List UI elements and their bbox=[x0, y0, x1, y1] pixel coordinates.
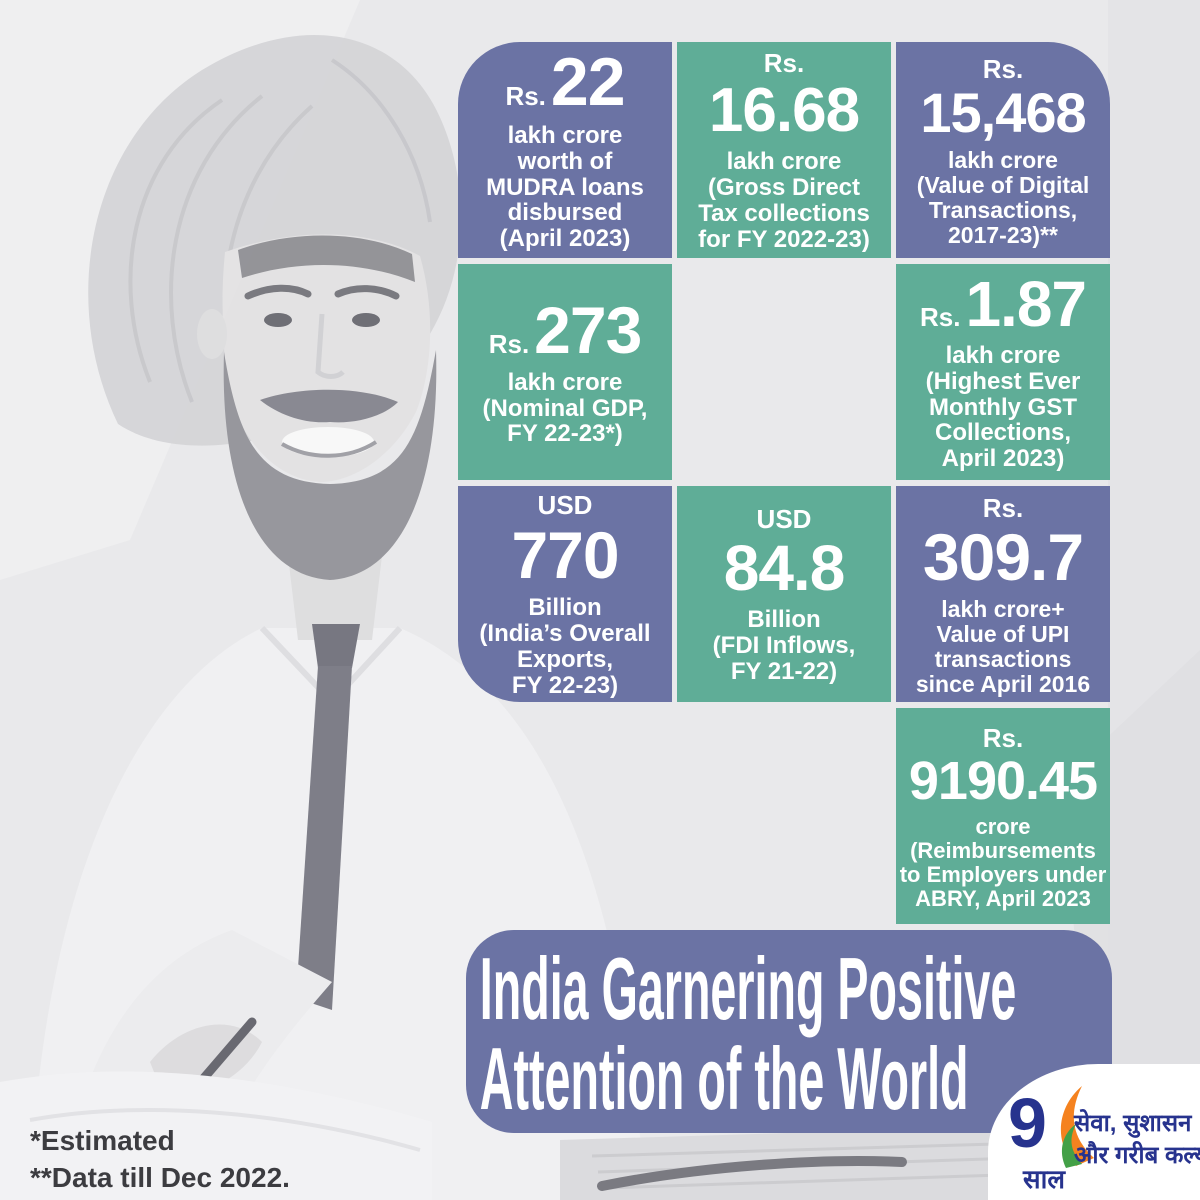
stat-value: 16.68 bbox=[708, 75, 860, 145]
currency-prefix: USD bbox=[537, 490, 593, 521]
stat-tile-gst-collections: Rs. 1.87 lakh crore (Highest Ever Monthly… bbox=[896, 264, 1110, 480]
logo-panel: 9 साल सेवा, सुशासन और गरीब कल्याण bbox=[988, 1064, 1200, 1200]
stat-description: lakh crore (Highest Ever Monthly GST Col… bbox=[925, 341, 1081, 473]
stat-value: Rs. 1.87 bbox=[919, 267, 1087, 340]
stat-tile-upi-transactions: Rs. 309.7 lakh crore+ Value of UPI trans… bbox=[896, 486, 1110, 702]
stat-value: 84.8 bbox=[723, 531, 846, 604]
currency-prefix: USD bbox=[756, 504, 812, 535]
stat-tile-direct-tax: Rs. 16.68 lakh crore (Gross Direct Tax c… bbox=[677, 42, 891, 258]
currency-prefix: Rs. bbox=[919, 301, 961, 332]
currency-prefix: Rs. bbox=[505, 80, 546, 111]
headline-line-2: Attention of the World bbox=[479, 1029, 969, 1128]
logo-flame-icon bbox=[1060, 1086, 1094, 1168]
stat-description: lakh crore (Gross Direct Tax collections… bbox=[698, 147, 870, 253]
stat-description: Billion (FDI Inflows, FY 21-22) bbox=[712, 605, 856, 685]
logo-saal-label: साल bbox=[1023, 1164, 1065, 1194]
stat-tile-abry-reimbursements: Rs. 9190.45 crore (Reimbursements to Emp… bbox=[896, 708, 1110, 924]
stat-tile-nominal-gdp: Rs. 273 lakh crore (Nominal GDP, FY 22-23… bbox=[458, 264, 672, 480]
stat-value: 9190.45 bbox=[908, 751, 1098, 812]
stat-tile-mudra-loans: Rs. 22 lakh crore worth of MUDRA loans di… bbox=[458, 42, 672, 258]
currency-prefix: Rs. bbox=[488, 328, 530, 359]
stat-value: Rs. 273 bbox=[488, 292, 643, 367]
stat-description: Billion (India’s Overall Exports, FY 22-… bbox=[479, 593, 651, 699]
stat-description: crore (Reimbursements to Employers under… bbox=[899, 814, 1107, 911]
logo-tagline-line-1: सेवा, सुशासन bbox=[1074, 1110, 1192, 1137]
stat-tile-fdi-inflows: USD 84.8 Billion (FDI Inflows, FY 21-22) bbox=[677, 486, 891, 702]
footnote-estimated: *Estimated bbox=[30, 1125, 175, 1156]
logo-number-9: 9 bbox=[1008, 1084, 1047, 1162]
stat-description: lakh crore (Nominal GDP, FY 22-23*) bbox=[482, 368, 648, 448]
stat-value: 15,468 bbox=[920, 81, 1086, 145]
currency-prefix: Rs. bbox=[763, 48, 805, 79]
headline-banner: India Garnering Positive Attention of th… bbox=[466, 930, 1112, 1133]
footnotes: *Estimated **Data till Dec 2022. bbox=[30, 1122, 290, 1196]
logo-tagline: सेवा, सुशासन और गरीब कल्याण bbox=[1074, 1108, 1200, 1172]
stat-description: lakh crore (Value of Digital Transaction… bbox=[916, 147, 1090, 248]
currency-prefix: Rs. bbox=[982, 722, 1024, 753]
logo-tagline-line-2: और गरीब कल्याण bbox=[1074, 1142, 1200, 1169]
currency-prefix: Rs. bbox=[982, 492, 1024, 523]
headline-text: India Garnering Positive Attention of th… bbox=[466, 930, 1017, 1128]
stat-value: Rs. 22 bbox=[505, 43, 625, 120]
stat-description: lakh crore worth of MUDRA loans disburse… bbox=[486, 121, 644, 253]
headline-line-1: India Garnering Positive bbox=[479, 939, 1017, 1038]
stat-value: 770 bbox=[511, 517, 619, 592]
stat-value: 309.7 bbox=[922, 520, 1084, 595]
footnote-data-till: **Data till Dec 2022. bbox=[30, 1162, 290, 1193]
stat-tile-digital-transactions: Rs. 15,468 lakh crore (Value of Digital … bbox=[896, 42, 1110, 258]
currency-prefix: Rs. bbox=[982, 53, 1024, 84]
stat-description: lakh crore+ Value of UPI transactions si… bbox=[915, 596, 1091, 697]
stat-tile-overall-exports: USD 770 Billion (India’s Overall Exports… bbox=[458, 486, 672, 702]
